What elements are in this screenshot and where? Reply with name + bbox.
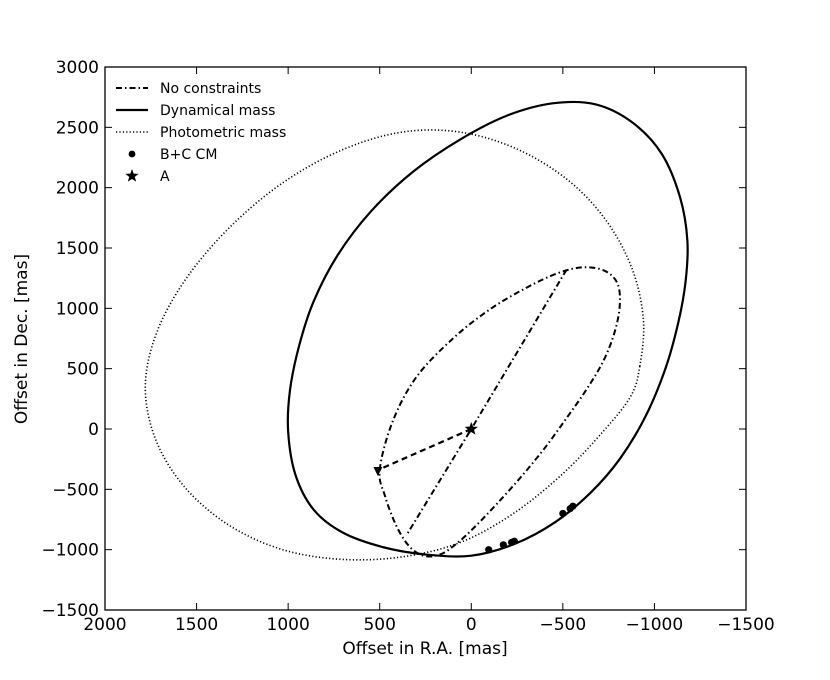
arrowhead — [373, 467, 383, 477]
legend-entry: No constraints — [116, 81, 261, 97]
x-tick-label: 500 — [363, 615, 395, 635]
legend-entry: B+C CM — [128, 147, 217, 163]
x-tick-label: −500 — [540, 615, 587, 635]
x-tick-label: 1500 — [175, 615, 218, 635]
legend-label: Photometric mass — [160, 125, 286, 141]
legend-entry: Dynamical mass — [116, 103, 275, 119]
x-tick-label: 0 — [466, 615, 477, 635]
legend-entry: A — [125, 169, 170, 185]
legend-star-icon — [125, 169, 139, 182]
star-a-point — [464, 422, 478, 435]
y-tick-label: 0 — [88, 420, 99, 440]
x-tick-label: −1500 — [717, 615, 775, 635]
y-tick-label: 2500 — [56, 118, 99, 138]
series-line-no-constraints — [378, 266, 621, 558]
bc-cm-point — [485, 546, 493, 554]
series-line-photometric-mass — [144, 129, 645, 561]
legend-label: B+C CM — [160, 147, 217, 163]
legend-label: Dynamical mass — [160, 103, 275, 119]
bc-cm-point — [510, 537, 518, 545]
x-axis-ticks: 2000 1500 1000 500 0 −500 −1000 −1500 — [83, 67, 775, 635]
bc-cm-point — [569, 502, 577, 510]
y-tick-label: 1500 — [56, 239, 99, 259]
x-tick-label: −1000 — [626, 615, 684, 635]
bc-cm-point — [559, 509, 567, 518]
y-tick-label: 500 — [67, 360, 99, 380]
y-tick-label: −1000 — [41, 541, 99, 561]
legend-label: No constraints — [160, 81, 261, 97]
series-line-connector-a-to-orbit-dashed — [377, 427, 472, 472]
legend-circle-icon — [128, 150, 136, 158]
y-tick-label: −500 — [52, 480, 99, 500]
plot-markers — [373, 422, 577, 554]
legend: No constraints Dynamical mass Photometric … — [116, 81, 286, 185]
plot-frame — [104, 66, 747, 611]
y-tick-label: 3000 — [56, 58, 99, 78]
y-axis-label: Offset in Dec. [mas] — [12, 254, 32, 424]
series-line-dynamical-mass — [286, 100, 689, 558]
y-axis-ticks: 3000 2500 2000 1500 1000 500 0 −500 −1000 −1500 — [41, 58, 746, 621]
legend-label: A — [160, 169, 170, 185]
bc-cm-point — [499, 541, 507, 549]
x-tick-label: 1000 — [267, 615, 310, 635]
y-tick-label: 2000 — [56, 179, 99, 199]
x-axis-label: Offset in R.A. [mas] — [342, 639, 507, 659]
y-tick-label: −1500 — [41, 601, 99, 621]
legend-entry: Photometric mass — [116, 125, 286, 141]
x-tick-label: 2000 — [83, 615, 126, 635]
y-tick-label: 1000 — [56, 299, 99, 319]
